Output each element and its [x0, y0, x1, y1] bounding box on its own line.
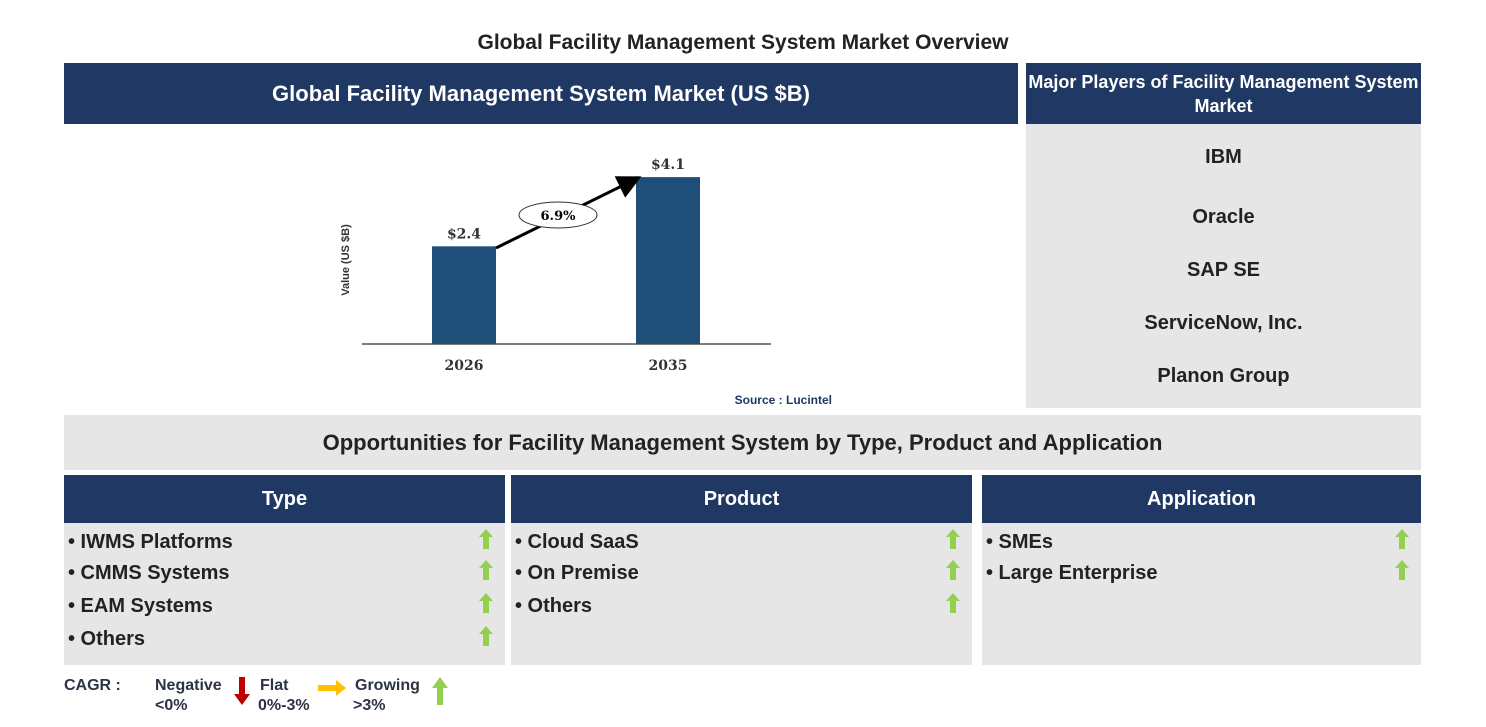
segment-item: • Others — [68, 628, 146, 650]
arrow-up-icon — [432, 677, 448, 705]
y-axis-label: Value (US $B) — [340, 224, 352, 296]
data-label: $2.4 — [447, 226, 481, 242]
legend-negative-range: <0% — [155, 697, 188, 714]
segment-item: • On Premise — [515, 562, 639, 584]
player-item: ServiceNow, Inc. — [1144, 312, 1303, 334]
segment-item: • IWMS Platforms — [68, 531, 233, 553]
player-item: SAP SE — [1187, 259, 1260, 281]
segment-panel: • IWMS Platforms • CMMS Systems • EAM Syst… — [64, 523, 505, 665]
x-tick-label: 2035 — [649, 358, 688, 374]
market-header: Global Facility Management System Market… — [64, 63, 1018, 124]
segment-item: • CMMS Systems — [68, 562, 230, 584]
players-header: Major Players of Facility Management Sys… — [1026, 63, 1421, 124]
legend-label: CAGR : — [64, 677, 121, 694]
segment-item: • Cloud SaaS — [515, 531, 639, 553]
bar-2026 — [432, 246, 496, 344]
segment-item: • Others — [515, 595, 593, 617]
market-chart: Value (US $B) $2.4 2026 $4.1 2035 6.9% Sour… — [340, 157, 832, 407]
segment-item: • Large Enterprise — [986, 562, 1158, 584]
legend-growing: Growing >3% — [353, 676, 420, 716]
arrow-up-icon — [946, 593, 960, 613]
arrow-right-icon — [318, 680, 346, 696]
segment-header-application: Application — [982, 475, 1421, 523]
arrow-up-icon — [479, 560, 493, 580]
arrow-up-icon — [1395, 560, 1409, 580]
x-tick-label: 2026 — [445, 358, 484, 374]
player-item: IBM — [1205, 146, 1242, 168]
segment-header-type: Type — [64, 475, 505, 523]
page-title: Global Facility Management System Market… — [477, 31, 1009, 54]
cagr-ellipse — [518, 201, 598, 229]
arrow-up-icon — [946, 529, 960, 549]
legend-flat: Flat 0%-3% — [258, 676, 310, 716]
player-item: Oracle — [1192, 206, 1255, 228]
players-panel: IBM Oracle SAP SE ServiceNow, Inc. Plano… — [1026, 124, 1421, 408]
arrow-down-icon — [234, 677, 250, 705]
segment-item: • SMEs — [986, 531, 1054, 553]
arrow-up-icon — [946, 560, 960, 580]
legend-growing-label: Growing — [355, 677, 420, 694]
segment-header-product: Product — [511, 475, 972, 523]
segment-panel: • SMEs • Large Enterprise — [982, 523, 1421, 665]
legend-negative: Negative <0% — [155, 676, 222, 716]
arrow-up-icon — [479, 529, 493, 549]
arrow-up-icon — [479, 626, 493, 646]
segment-panel: • Cloud SaaS • On Premise • Others — [511, 523, 972, 665]
data-label: $4.1 — [651, 157, 685, 173]
legend-flat-label: Flat — [260, 677, 289, 694]
legend-growing-range: >3% — [353, 697, 386, 714]
legend-negative-label: Negative — [155, 677, 222, 694]
arrow-up-icon — [1395, 529, 1409, 549]
player-item: Planon Group — [1157, 365, 1290, 387]
opportunities-header: Opportunities for Facility Management Sy… — [64, 415, 1421, 470]
segment-item: • EAM Systems — [68, 595, 213, 617]
source-label: Source : Lucintel — [735, 393, 832, 407]
arrow-up-icon — [479, 593, 493, 613]
legend-flat-range: 0%-3% — [258, 697, 310, 714]
cagr-label: 6.9% — [541, 209, 577, 224]
bar-2035 — [636, 177, 700, 344]
